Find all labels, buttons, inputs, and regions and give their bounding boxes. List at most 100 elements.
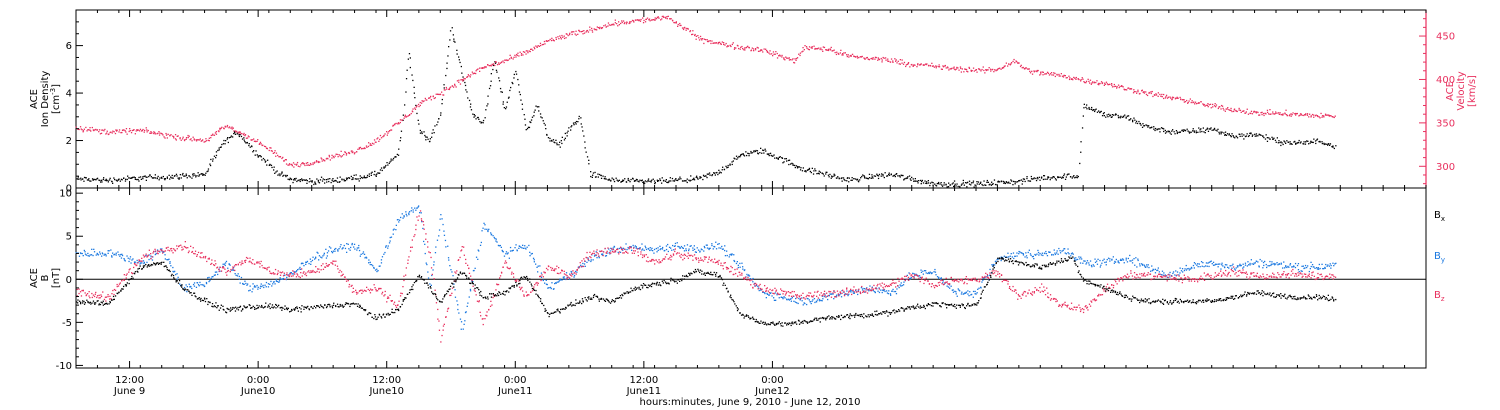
by-series-point <box>974 293 976 295</box>
density-series-point <box>1192 130 1194 132</box>
velocity-series-point <box>116 130 118 132</box>
by-series-point <box>1246 265 1248 267</box>
density-series-point <box>538 110 540 112</box>
velocity-series-point <box>195 140 198 142</box>
density-series-point <box>653 180 656 182</box>
by-series-point <box>952 291 955 293</box>
bz-series-point <box>169 248 172 250</box>
by-series-point <box>1067 248 1069 250</box>
density-series-point <box>877 175 880 177</box>
bz-series-point <box>184 246 187 248</box>
density-series-point <box>266 164 268 166</box>
by-series-point <box>574 270 577 273</box>
velocity-series-point <box>789 59 792 61</box>
velocity-series-point <box>476 69 478 71</box>
velocity-series-point <box>164 137 166 139</box>
by-series-point <box>203 285 206 287</box>
velocity-series-point <box>527 52 529 54</box>
by-series-point <box>925 272 927 274</box>
velocity-series-point <box>263 145 266 147</box>
velocity-series-point <box>902 63 905 65</box>
density-series-point <box>363 176 365 179</box>
density-series-point <box>293 179 295 181</box>
density-series-point <box>1061 177 1063 179</box>
by-series-point <box>300 268 302 270</box>
density-series-point <box>431 132 433 134</box>
density-series-point <box>837 176 839 178</box>
density-series-point <box>1101 115 1104 117</box>
velocity-series-point <box>1042 71 1044 73</box>
density-series-point <box>271 166 273 169</box>
density-ylabel-line: [cm-3] <box>49 84 62 114</box>
by-series-point <box>395 229 397 231</box>
density-series-point <box>719 171 721 173</box>
density-series-point <box>819 171 821 173</box>
bz-series-point <box>220 270 223 272</box>
bz-series-point <box>581 260 583 262</box>
density-series-point <box>1176 131 1178 133</box>
bz-series-point <box>176 245 178 247</box>
velocity-series-point <box>685 29 687 31</box>
density-series-point <box>1307 140 1309 142</box>
density-series-point <box>726 167 728 169</box>
velocity-series-point <box>193 138 195 140</box>
by-series-point <box>913 276 915 278</box>
density-series-point <box>796 166 799 168</box>
bz-series-point <box>512 273 515 275</box>
bz-series-point <box>320 269 322 271</box>
velocity-series-point <box>1096 80 1098 82</box>
density-series-point <box>185 173 187 175</box>
by-series-point <box>1070 255 1072 257</box>
velocity-series-point <box>1100 81 1103 83</box>
bz-series-point <box>144 255 146 257</box>
density-series-point <box>394 156 396 158</box>
velocity-series-point <box>494 61 497 63</box>
bz-series-point <box>221 267 224 269</box>
by-series-point <box>231 269 233 271</box>
by-series-point <box>193 285 196 287</box>
density-series-point <box>580 123 582 125</box>
velocity-series-point <box>483 66 486 68</box>
density-series-point <box>350 175 352 178</box>
density-series-point <box>1053 176 1055 178</box>
bz-series-point <box>670 259 672 261</box>
density-series-point <box>963 184 965 186</box>
bz-series-point <box>218 270 221 272</box>
bz-series-point <box>378 287 380 290</box>
velocity-series-point <box>762 51 764 53</box>
velocity-series-point <box>1224 110 1226 112</box>
bz-series-point <box>350 285 352 287</box>
by-series-point <box>279 277 281 279</box>
bz-series-point <box>773 293 775 295</box>
by-series-point <box>1122 258 1124 260</box>
by-series-point <box>709 247 711 249</box>
by-series-point <box>1304 264 1307 267</box>
by-series-point <box>257 286 259 288</box>
velocity-series-point <box>395 122 397 125</box>
velocity-series-point <box>434 97 436 99</box>
density-series-point <box>333 180 336 182</box>
by-series-point <box>1328 265 1330 267</box>
density-series-point <box>949 184 952 186</box>
density-series-point <box>276 170 278 172</box>
velocity-series-point <box>956 66 958 69</box>
density-series-point <box>666 181 668 183</box>
velocity-series-point <box>158 131 160 133</box>
by-series-point <box>1025 252 1027 254</box>
by-series-point <box>625 243 627 245</box>
velocity-series-point <box>366 146 368 148</box>
density-series-point <box>363 175 365 177</box>
density-series-point <box>1113 114 1115 116</box>
by-series-point <box>344 247 347 250</box>
density-series-point <box>692 178 694 181</box>
density-series-point <box>863 176 866 178</box>
density-series-point <box>602 175 604 177</box>
density-series-point <box>883 176 885 179</box>
velocity-series-point <box>1012 60 1014 63</box>
bz-series-point <box>698 259 700 261</box>
density-series-point <box>381 169 383 172</box>
velocity-series-point <box>1306 114 1309 116</box>
by-series-point <box>1193 267 1195 269</box>
bz-series-point <box>225 271 227 274</box>
by-series-point <box>542 279 544 282</box>
